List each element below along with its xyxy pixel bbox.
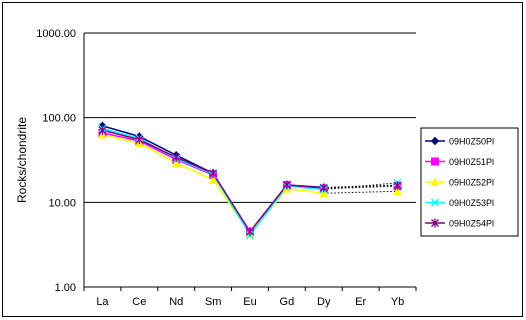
legend-label: 09H0Z53Pl [449,198,494,208]
point-marker [319,188,329,198]
data-point [431,198,439,207]
point-marker [431,218,439,228]
y-tick-label: 10.00 [48,197,76,209]
x-tick-label: Ce [132,296,146,308]
data-point [430,136,440,146]
point-marker [431,198,439,207]
data-point [393,181,402,191]
point-marker [208,175,218,184]
x-tick-label: Nd [169,296,183,308]
data-point [135,135,144,145]
legend-label: 09H0Z51Pl [449,157,494,167]
x-tick-label: La [96,296,109,308]
x-tick-label: Eu [243,296,256,308]
data-point [431,218,439,228]
data-point [246,227,254,237]
x-tick-label: Sm [205,296,222,308]
x-tick-label: Yb [391,296,404,308]
data-point [171,158,181,168]
point-marker [209,168,218,178]
legend-label: 09H0Z50Pl [449,137,494,147]
series-gap-line [323,182,398,190]
x-tick-label: Er [355,296,366,308]
data-point [282,180,291,190]
point-marker [319,183,328,193]
data-point [430,177,440,186]
y-tick-label: 1000.00 [36,28,76,40]
y-tick-label: 100.00 [42,113,76,125]
x-tick-label: Dy [317,296,331,308]
data-point [172,152,181,162]
point-marker [98,125,107,135]
series-gap-line [323,190,398,194]
series-line [102,129,324,233]
data-point [393,186,402,196]
point-marker [430,136,440,146]
point-marker [393,181,402,191]
data-point [431,157,439,166]
data-point [208,175,218,184]
point-marker [172,152,181,162]
point-marker [135,135,144,145]
y-axis-label: Rocks/chondrite [15,117,29,203]
y-tick-label: 1.00 [55,282,76,294]
point-marker [431,157,439,166]
data-point [319,188,329,198]
point-marker [393,186,402,196]
legend-label: 09H0Z52Pl [449,178,494,188]
data-point [319,183,328,193]
x-tick-label: Gd [280,296,295,308]
series-line [102,133,324,234]
data-point [98,125,107,135]
point-marker [430,177,440,186]
point-marker [246,227,254,237]
point-marker [171,158,181,168]
point-marker [282,180,291,190]
data-point [209,168,218,178]
legend-label: 09H0Z54Pl [449,219,494,229]
